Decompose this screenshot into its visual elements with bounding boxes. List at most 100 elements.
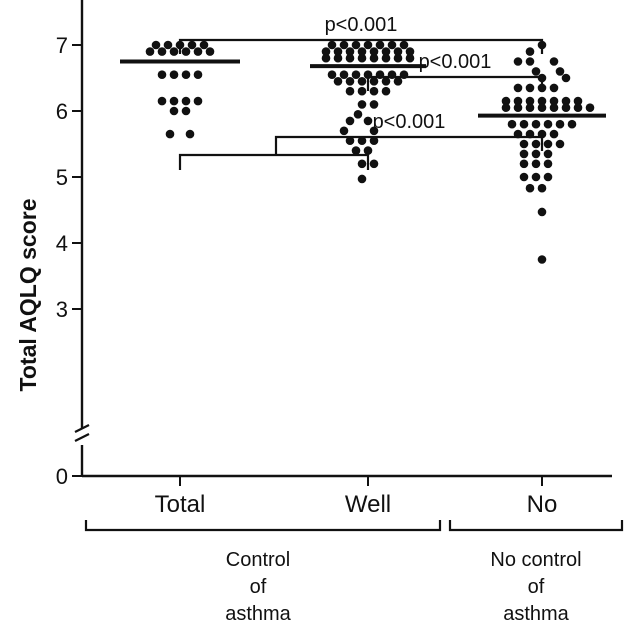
- data-point: [543, 149, 553, 159]
- data-point: [185, 129, 195, 139]
- data-point: [561, 103, 571, 112]
- data-point: [157, 70, 167, 79]
- data-point: [375, 40, 385, 50]
- data-point: [573, 96, 583, 106]
- data-point: [393, 53, 403, 63]
- significance-bracket: [366, 75, 544, 91]
- x-category-label: Total: [155, 491, 206, 518]
- group-brackets: Control of asthma No control of asthma: [84, 520, 624, 625]
- data-point: [193, 70, 203, 79]
- data-point: [513, 83, 523, 93]
- data-point: [561, 73, 571, 83]
- data-point: [357, 159, 367, 169]
- data-point: [157, 96, 167, 106]
- x-category-label: No: [527, 491, 558, 518]
- data-point: [531, 67, 541, 76]
- data-point: [181, 96, 191, 106]
- data-point: [351, 40, 361, 50]
- y-tick-label: 3: [56, 297, 68, 322]
- data-point: [169, 96, 179, 106]
- axis-break-mark: [74, 424, 90, 433]
- data-point: [345, 53, 355, 63]
- data-point: [555, 139, 565, 149]
- data-point: [549, 129, 559, 139]
- data-point: [549, 83, 559, 93]
- data-point: [181, 70, 191, 79]
- data-point: [169, 106, 179, 116]
- data-point: [405, 47, 415, 56]
- data-point: [369, 47, 379, 56]
- data-point: [531, 149, 541, 159]
- data-point: [387, 40, 397, 50]
- y-tick-label: 5: [56, 165, 68, 190]
- data-point: [537, 103, 547, 112]
- data-point: [165, 129, 175, 139]
- data-point: [345, 86, 355, 96]
- data-point: [555, 67, 565, 76]
- data-point: [339, 70, 349, 79]
- data-point: [345, 77, 355, 86]
- data-point: [519, 159, 529, 169]
- data-point: [369, 136, 379, 145]
- axis-break-mark: [74, 433, 90, 442]
- group-label: of: [528, 576, 545, 598]
- data-point: [519, 149, 529, 159]
- data-point: [531, 139, 541, 149]
- data-point: [549, 103, 559, 112]
- data-point: [181, 47, 191, 56]
- data-point: [567, 119, 577, 129]
- data-point: [399, 40, 409, 50]
- data-point: [145, 47, 155, 56]
- data-point: [543, 159, 553, 169]
- data-point: [199, 40, 209, 50]
- group-label: No control: [490, 549, 581, 571]
- p-value-label: p<0.001: [325, 14, 398, 36]
- data-point: [157, 47, 167, 56]
- data-point: [357, 53, 367, 63]
- data-point: [381, 47, 391, 56]
- data-point: [357, 136, 367, 145]
- data-point: [537, 183, 547, 193]
- data-point: [525, 183, 535, 193]
- data-point: [363, 116, 373, 126]
- data-point: [369, 86, 379, 96]
- data-point: [525, 57, 535, 66]
- y-tick-label: 6: [56, 99, 68, 124]
- data-point: [381, 86, 391, 96]
- data-point: [501, 96, 511, 106]
- y-tick-label: 0: [56, 464, 68, 489]
- data-point: [193, 96, 203, 106]
- data-point: [193, 47, 203, 56]
- data-point: [381, 77, 391, 86]
- data-point: [561, 96, 571, 106]
- group-label: of: [250, 576, 267, 598]
- data-point: [573, 103, 583, 112]
- group-bracket: [448, 520, 624, 532]
- data-point: [187, 40, 197, 50]
- data-point: [525, 83, 535, 93]
- group-bracket: [84, 520, 442, 532]
- data-point: [525, 47, 535, 56]
- data-point: [345, 136, 355, 145]
- significance-bracket: [178, 38, 544, 54]
- data-point: [549, 96, 559, 106]
- data-point: [151, 40, 161, 50]
- data-point: [543, 172, 553, 182]
- group-label: asthma: [225, 603, 291, 625]
- y-axis-title: Total AQLQ score: [15, 199, 41, 392]
- data-point: [531, 119, 541, 129]
- data-point: [393, 77, 403, 86]
- data-point: [549, 57, 559, 66]
- data-point: [357, 100, 367, 109]
- data-point: [543, 139, 553, 149]
- significance-bracket: [274, 135, 544, 155]
- data-point: [531, 172, 541, 182]
- y-axis: 3456780: [56, 0, 90, 489]
- data-point: [333, 47, 343, 56]
- data-point: [405, 53, 415, 63]
- data-point: [519, 139, 529, 149]
- y-tick-label: 7: [56, 33, 68, 58]
- data-point: [351, 70, 361, 79]
- inner-bracket-total-well: [178, 153, 370, 170]
